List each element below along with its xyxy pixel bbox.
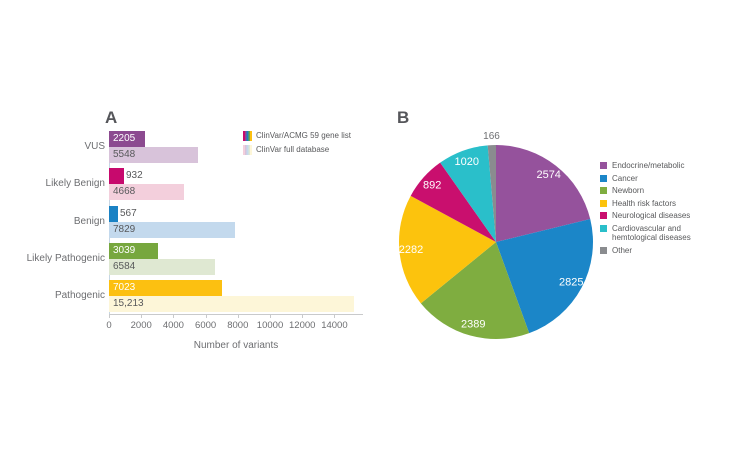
category-label: Benign <box>73 215 105 227</box>
bar-value-label: 2205 <box>113 133 136 144</box>
axis-tick <box>237 315 239 318</box>
axis-tick-label: 0 <box>106 320 112 331</box>
legend-swatch-icon <box>600 199 607 207</box>
axis-tick-label: 14000 <box>321 320 348 331</box>
bar-value-label: 3039 <box>113 244 136 256</box>
axis-tick-label: 2000 <box>130 320 152 331</box>
bar-value-label: 567 <box>120 207 137 219</box>
category-label: Likely Benign <box>45 178 105 190</box>
legend-swatch-icon <box>600 187 607 194</box>
pie-slice <box>487 145 496 242</box>
legend-label: Newborn <box>612 186 645 195</box>
pie-slice <box>420 242 530 340</box>
bar <box>109 242 158 259</box>
pie-slice <box>496 145 591 242</box>
axis-tick <box>205 315 207 318</box>
legend-row: ClinVar/ACMG 59 gene list <box>243 131 351 141</box>
axis-tick <box>141 315 143 318</box>
pie-slice <box>496 218 593 334</box>
legend-label: Neurological diseases <box>612 211 691 220</box>
legend-row: Cardiovascular and hemtological diseases <box>600 224 730 243</box>
bar <box>109 258 215 275</box>
axis-tick-label: 10000 <box>256 320 284 331</box>
x-axis-title: Number of variants <box>193 340 279 351</box>
category-label: Pathogenic <box>54 290 105 302</box>
axis-tick-label: 12000 <box>289 320 316 331</box>
legend-swatch-icon <box>600 246 607 254</box>
legend-label: Cardiovascular and hemtological diseases <box>612 223 691 243</box>
legend-swatch-icon <box>600 224 607 232</box>
axis-tick-label: 4000 <box>162 320 184 331</box>
legend-label: Cancer <box>612 173 638 183</box>
bar-value-label: 7829 <box>113 223 136 235</box>
panel-a-label: A <box>105 108 118 127</box>
legend-swatch-icon <box>600 162 607 169</box>
pie-value-label: 2282 <box>399 244 423 256</box>
pie-slice <box>440 145 496 242</box>
legend-row: Neurological diseases <box>600 211 730 221</box>
category-label: Likely Pathogenic <box>26 252 105 264</box>
bar-value-label: 4668 <box>113 186 136 198</box>
pie-slice <box>399 195 496 304</box>
bar <box>109 221 235 238</box>
legend-label: Health risk factors <box>612 198 677 208</box>
axis-tick-label: 6000 <box>195 320 217 331</box>
legend-row: Newborn <box>600 186 730 196</box>
bar-chart-legend: ClinVar/ACMG 59 gene list ClinVar full da… <box>243 131 351 159</box>
pie-value-label: 2389 <box>461 318 485 330</box>
bar-value-label: 7023 <box>113 282 136 294</box>
bar <box>109 280 222 297</box>
bar-value-label: 5548 <box>113 149 136 160</box>
legend-label: ClinVar full database <box>256 145 330 154</box>
bar <box>109 184 184 201</box>
legend-row: Other <box>600 246 730 256</box>
pie-chart: 2574 2825 2389 2282 892 1020 166 <box>399 131 593 340</box>
bar-value-label: 932 <box>126 170 143 182</box>
legend-row: Health risk factors <box>600 199 730 209</box>
legend-swatch-striped-icon <box>243 145 252 155</box>
bar <box>109 296 354 313</box>
legend-swatch-icon <box>600 174 607 182</box>
panel-b-label: B <box>397 108 410 127</box>
legend-label: Other <box>612 245 633 255</box>
pie-value-label: 1020 <box>455 156 479 168</box>
bar-value-label: 15,213 <box>113 298 144 310</box>
pie-value-label: 2574 <box>536 169 560 181</box>
x-axis-line <box>109 314 363 315</box>
legend-swatch-striped-icon <box>243 131 252 141</box>
bar <box>109 147 198 163</box>
axis-tick <box>302 315 304 318</box>
legend-row: Cancer <box>600 174 730 184</box>
bar-value-label: 6584 <box>113 260 136 272</box>
pie-slice <box>410 162 496 242</box>
legend-swatch-icon <box>600 212 607 219</box>
bar <box>109 131 145 147</box>
pie-value-label: 892 <box>423 179 441 191</box>
pie-value-label: 2825 <box>559 276 583 288</box>
legend-row: ClinVar full database <box>243 145 351 155</box>
axis-tick-label: 8000 <box>227 320 249 331</box>
legend-label: ClinVar/ACMG 59 gene list <box>256 131 351 140</box>
legend-label: Endocrine/metabolic <box>612 161 685 170</box>
axis-tick <box>270 315 272 318</box>
pie-value-label: 166 <box>483 131 500 142</box>
axis-tick <box>173 315 175 318</box>
bar <box>109 168 124 185</box>
legend-row: Endocrine/metabolic <box>600 161 730 171</box>
axis-tick <box>109 315 110 318</box>
category-label: VUS <box>84 141 105 152</box>
pie-chart-legend: Endocrine/metabolic Cancer Newborn Health r… <box>600 161 730 258</box>
bar <box>109 205 118 222</box>
axis-tick <box>334 315 336 318</box>
